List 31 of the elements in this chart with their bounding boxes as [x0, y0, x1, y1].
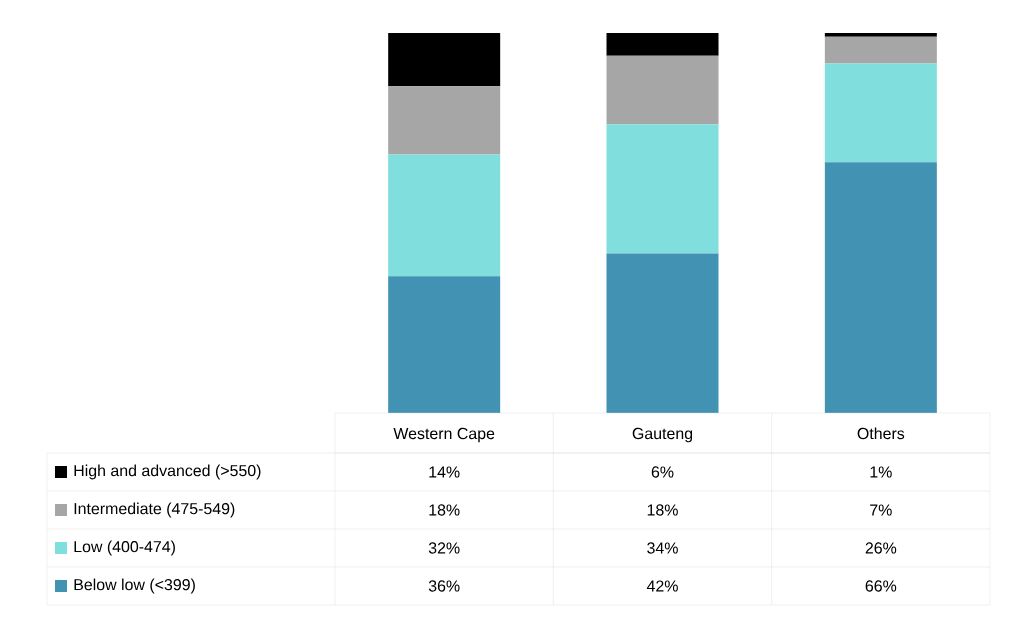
x-tick-label: Western Cape [393, 427, 495, 443]
bar [388, 154, 501, 277]
legend-label: Intermediate (475-549) [74, 502, 235, 518]
data-label: 36% [428, 580, 460, 592]
data-label: 1% [870, 466, 892, 478]
bar [388, 32, 501, 87]
data-label: 7% [870, 504, 892, 516]
data-label: 42% [646, 580, 678, 592]
data-label: 14% [429, 466, 460, 478]
bar [388, 86, 501, 155]
bar [606, 55, 719, 125]
bar [606, 253, 719, 413]
data-label: 18% [647, 504, 678, 516]
data-label: 26% [865, 542, 897, 554]
bar [824, 36, 937, 64]
bar [824, 32, 937, 37]
legend-label: Below low (<399) [74, 578, 195, 594]
bar [388, 276, 501, 413]
data-label: 66% [865, 580, 897, 592]
bar [824, 63, 937, 163]
bar [824, 162, 937, 413]
x-tick-label: Others [857, 427, 905, 440]
legend-label: High and advanced (>550) [74, 464, 261, 480]
data-label: 34% [647, 542, 678, 554]
bar [606, 32, 719, 56]
data-label: 32% [428, 542, 460, 554]
data-label: 6% [651, 466, 674, 478]
data-label: 18% [429, 504, 460, 516]
x-tick-label: Gauteng [632, 427, 693, 443]
bar [606, 124, 719, 254]
legend-label: Low (400-474) [74, 540, 175, 556]
